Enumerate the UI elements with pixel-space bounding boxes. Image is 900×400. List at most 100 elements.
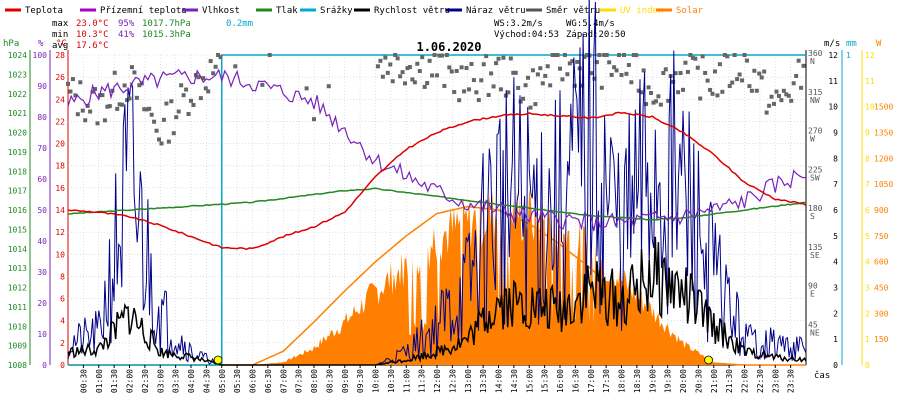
uv-tick-label: 8 [865, 154, 870, 163]
x-tick-label: 23:00 [771, 369, 780, 393]
unit-mm: mm [846, 39, 857, 49]
wind-direction-point [653, 99, 658, 104]
wind-direction-point [80, 108, 85, 113]
wind-direction-point [744, 58, 749, 63]
direction-degree-label: 315 [808, 88, 823, 97]
wind-direction-point [422, 84, 427, 89]
temperature-tick-label: 8 [60, 272, 65, 281]
wind-direction-point [513, 70, 518, 75]
wind-direction-point [540, 81, 545, 86]
wind-direction-point [93, 87, 98, 92]
wind-direction-point [457, 98, 462, 103]
x-tick-label: 23:30 [787, 369, 796, 393]
wind-direction-point [425, 81, 430, 86]
pressure-tick-label: 1009 [8, 342, 27, 351]
wind-direction-point [612, 65, 617, 70]
uv-tick-label: 9 [865, 129, 870, 138]
wind-direction-point [710, 91, 715, 96]
wind-direction-point [749, 88, 754, 93]
stats-avg-label: avg [52, 41, 68, 51]
wind-direction-point [597, 53, 602, 57]
wind-direction-point [609, 72, 614, 77]
wind-direction-point [747, 84, 752, 89]
wind-direction-point [70, 77, 75, 82]
x-tick-label: 13:30 [479, 369, 488, 393]
direction-degree-label: 45 [808, 320, 818, 329]
x-tick-label: 22:00 [741, 369, 750, 393]
direction-degree-label: 135 [808, 243, 823, 252]
wind-direction-point [437, 53, 442, 58]
wind-direction-point [132, 70, 137, 75]
wind-direction-point [752, 68, 757, 73]
wind-direction-point [511, 70, 516, 75]
wind-direction-point [66, 81, 70, 86]
legend: Teplota Přízemní teplota Vlhkost Tlak Srážky… [5, 6, 704, 16]
wind-direction-point [203, 86, 208, 91]
wind-direction-point [403, 81, 408, 86]
wind-direction-point [405, 66, 410, 71]
temperature-tick-label: 2 [60, 339, 65, 348]
wind-direction-point [553, 53, 558, 57]
wind-direction-point [189, 98, 193, 103]
wind-tick-label: 10 [828, 103, 838, 112]
humidity-line [67, 68, 807, 232]
humidity-tick-label: 60 [37, 175, 47, 184]
wind-direction-point [449, 69, 454, 74]
uv-tick-label: 1 [865, 335, 870, 344]
direction-degree-label: 90 [808, 282, 818, 291]
wind-direction-point [115, 106, 120, 111]
wind-direction-point [152, 119, 157, 124]
wind-ws: WS:3.2m/s [494, 19, 543, 29]
wind-direction-point [161, 117, 166, 122]
wind-direction-point [626, 63, 631, 68]
wind-direction-point [776, 93, 781, 98]
wind-direction-point [764, 110, 769, 115]
humidity-tick-label: 80 [37, 113, 47, 122]
x-tick-label: 14:00 [495, 369, 504, 393]
wind-direction-point [725, 54, 730, 59]
wind-direction-point [166, 139, 171, 144]
wind-direction-point [545, 64, 550, 69]
x-tick-label: 02:30 [141, 369, 150, 393]
wind-direction-point [142, 107, 147, 112]
right-axes: 45NE90E135SE180S225SW270W315NW360N012345… [805, 49, 893, 370]
x-tick-label: 10:30 [387, 369, 396, 393]
sunset-marker [704, 355, 713, 365]
legend-label: Tlak [276, 6, 298, 16]
wind-direction-point [658, 102, 663, 107]
wind-direction-point [420, 55, 425, 60]
wind-direction-point [137, 83, 142, 88]
solar-tick-label: 1500 [874, 103, 893, 112]
wind-direction-point [83, 118, 88, 123]
stats-min-label: min [52, 30, 68, 40]
wind-direction-point [762, 69, 767, 74]
wind-direction-point [147, 106, 152, 111]
unit-ms: m/s [824, 39, 840, 49]
humidity-tick-label: 70 [37, 144, 47, 153]
x-tick-label: 12:00 [433, 369, 442, 393]
direction-degree-label: 180 [808, 204, 823, 213]
uv-tick-label: 0 [865, 361, 870, 370]
wind-direction-point [452, 90, 457, 95]
wind-tick-label: 6 [833, 206, 838, 215]
wind-direction-point [774, 89, 779, 94]
wind-tick-label: 1 [833, 335, 838, 344]
wind-direction-point [78, 80, 83, 85]
temperature-tick-label: 10 [55, 250, 65, 259]
wind-direction-point [439, 53, 444, 58]
wind-direction-point [157, 137, 162, 142]
solar-tick-label: 1050 [874, 180, 893, 189]
temperature-tick-label: 14 [55, 206, 65, 215]
solar-tick-label: 300 [874, 309, 889, 318]
wind-direction-point [68, 89, 73, 94]
wind-direction-point [695, 65, 700, 70]
wind-direction-point [703, 70, 708, 75]
x-tick-label: 20:00 [679, 369, 688, 393]
wind-direction-point [120, 102, 125, 107]
x-axis-ticks: 00:30 01:00 01:30 02:00 02:30 03:00 03:30 04:00… [79, 365, 796, 393]
wind-direction-point [312, 117, 316, 122]
x-tick-label: 07:30 [295, 369, 304, 393]
wind-direction-point [560, 77, 565, 82]
x-tick-label: 00:30 [79, 369, 88, 393]
wind-direction-point [533, 102, 538, 107]
